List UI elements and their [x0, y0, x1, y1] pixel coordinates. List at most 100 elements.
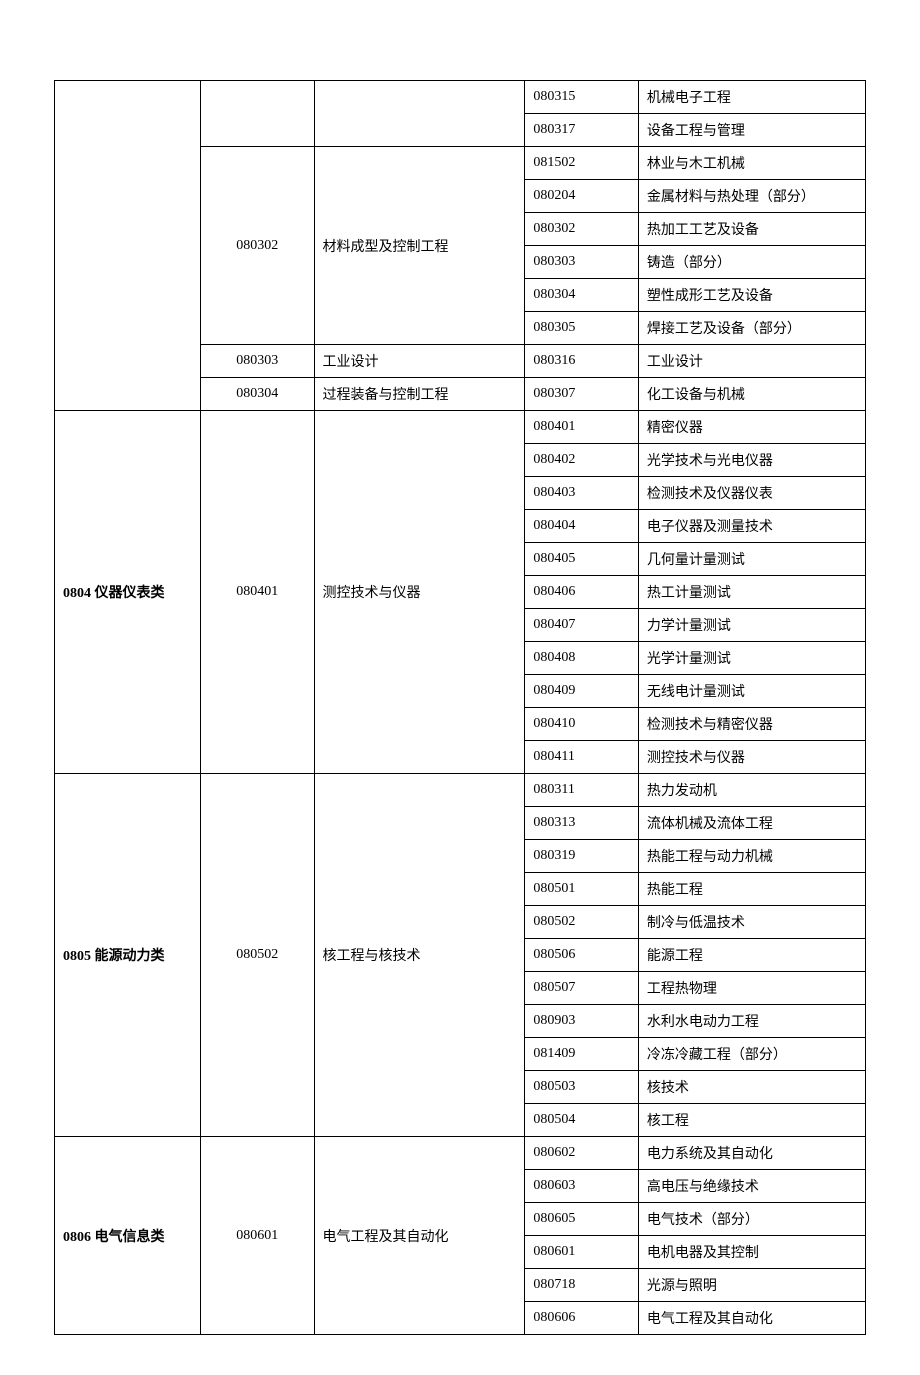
- sub-code-cell: 080311: [525, 774, 639, 807]
- sub-code-cell: 080204: [525, 180, 639, 213]
- sub-code-cell: 080903: [525, 1005, 639, 1038]
- major-code-cell: 080304: [200, 378, 314, 411]
- major-code-cell: 080302: [200, 147, 314, 345]
- sub-name-cell: 热能工程: [638, 873, 865, 906]
- sub-name-cell: 检测技术与精密仪器: [638, 708, 865, 741]
- sub-code-cell: 080602: [525, 1137, 639, 1170]
- sub-code-cell: 080402: [525, 444, 639, 477]
- category-cell: 0804 仪器仪表类: [55, 411, 201, 774]
- category-cell: 0806 电气信息类: [55, 1137, 201, 1335]
- sub-code-cell: 080319: [525, 840, 639, 873]
- sub-code-cell: 080606: [525, 1302, 639, 1335]
- major-name-cell: [314, 81, 525, 147]
- sub-name-cell: 核技术: [638, 1071, 865, 1104]
- sub-code-cell: 080408: [525, 642, 639, 675]
- major-code-cell: 080303: [200, 345, 314, 378]
- sub-name-cell: 设备工程与管理: [638, 114, 865, 147]
- sub-name-cell: 工程热物理: [638, 972, 865, 1005]
- sub-code-cell: 080718: [525, 1269, 639, 1302]
- sub-name-cell: 水利水电动力工程: [638, 1005, 865, 1038]
- sub-name-cell: 力学计量测试: [638, 609, 865, 642]
- sub-code-cell: 080407: [525, 609, 639, 642]
- table-row: 0806 电气信息类080601电气工程及其自动化080602电力系统及其自动化: [55, 1137, 866, 1170]
- sub-name-cell: 电气工程及其自动化: [638, 1302, 865, 1335]
- sub-code-cell: 080307: [525, 378, 639, 411]
- sub-name-cell: 无线电计量测试: [638, 675, 865, 708]
- sub-name-cell: 能源工程: [638, 939, 865, 972]
- sub-name-cell: 测控技术与仪器: [638, 741, 865, 774]
- category-cell: 0805 能源动力类: [55, 774, 201, 1137]
- sub-code-cell: 080304: [525, 279, 639, 312]
- major-name-cell: 工业设计: [314, 345, 525, 378]
- sub-code-cell: 080303: [525, 246, 639, 279]
- sub-name-cell: 制冷与低温技术: [638, 906, 865, 939]
- sub-name-cell: 高电压与绝缘技术: [638, 1170, 865, 1203]
- sub-name-cell: 电机电器及其控制: [638, 1236, 865, 1269]
- sub-name-cell: 电力系统及其自动化: [638, 1137, 865, 1170]
- sub-code-cell: 080315: [525, 81, 639, 114]
- sub-name-cell: 焊接工艺及设备（部分）: [638, 312, 865, 345]
- sub-name-cell: 热力发动机: [638, 774, 865, 807]
- major-name-cell: 材料成型及控制工程: [314, 147, 525, 345]
- table-row: 0804 仪器仪表类080401测控技术与仪器080401精密仪器: [55, 411, 866, 444]
- sub-code-cell: 080401: [525, 411, 639, 444]
- sub-code-cell: 080305: [525, 312, 639, 345]
- sub-name-cell: 林业与木工机械: [638, 147, 865, 180]
- sub-name-cell: 流体机械及流体工程: [638, 807, 865, 840]
- table-body: 080315机械电子工程080317设备工程与管理 080302材料成型及控制工程…: [55, 81, 866, 1335]
- major-code-cell: 080502: [200, 774, 314, 1137]
- major-code-cell: 080601: [200, 1137, 314, 1335]
- sub-code-cell: 080406: [525, 576, 639, 609]
- sub-name-cell: 铸造（部分）: [638, 246, 865, 279]
- major-code-cell: [200, 81, 314, 147]
- sub-code-cell: 080603: [525, 1170, 639, 1203]
- sub-code-cell: 080405: [525, 543, 639, 576]
- sub-name-cell: 金属材料与热处理（部分）: [638, 180, 865, 213]
- sub-code-cell: 080302: [525, 213, 639, 246]
- sub-name-cell: 光学计量测试: [638, 642, 865, 675]
- major-name-cell: 电气工程及其自动化: [314, 1137, 525, 1335]
- sub-name-cell: 核工程: [638, 1104, 865, 1137]
- sub-name-cell: 热能工程与动力机械: [638, 840, 865, 873]
- sub-code-cell: 081409: [525, 1038, 639, 1071]
- sub-code-cell: 080411: [525, 741, 639, 774]
- sub-name-cell: 工业设计: [638, 345, 865, 378]
- sub-code-cell: 081502: [525, 147, 639, 180]
- sub-code-cell: 080506: [525, 939, 639, 972]
- sub-name-cell: 检测技术及仪器仪表: [638, 477, 865, 510]
- sub-name-cell: 光源与照明: [638, 1269, 865, 1302]
- sub-code-cell: 080605: [525, 1203, 639, 1236]
- sub-code-cell: 080504: [525, 1104, 639, 1137]
- sub-name-cell: 冷冻冷藏工程（部分）: [638, 1038, 865, 1071]
- sub-name-cell: 热加工工艺及设备: [638, 213, 865, 246]
- sub-name-cell: 电气技术（部分）: [638, 1203, 865, 1236]
- sub-name-cell: 热工计量测试: [638, 576, 865, 609]
- sub-name-cell: 几何量计量测试: [638, 543, 865, 576]
- sub-name-cell: 化工设备与机械: [638, 378, 865, 411]
- table-row: 080315机械电子工程: [55, 81, 866, 114]
- sub-name-cell: 精密仪器: [638, 411, 865, 444]
- sub-name-cell: 机械电子工程: [638, 81, 865, 114]
- sub-code-cell: 080317: [525, 114, 639, 147]
- sub-code-cell: 080403: [525, 477, 639, 510]
- major-name-cell: 过程装备与控制工程: [314, 378, 525, 411]
- major-code-cell: 080401: [200, 411, 314, 774]
- sub-code-cell: 080503: [525, 1071, 639, 1104]
- major-catalog-table: 080315机械电子工程080317设备工程与管理 080302材料成型及控制工程…: [54, 80, 866, 1335]
- major-name-cell: 测控技术与仪器: [314, 411, 525, 774]
- table-row: 0805 能源动力类080502核工程与核技术080311热力发动机: [55, 774, 866, 807]
- sub-code-cell: 080507: [525, 972, 639, 1005]
- sub-code-cell: 080601: [525, 1236, 639, 1269]
- category-cell: [55, 81, 201, 411]
- sub-code-cell: 080410: [525, 708, 639, 741]
- sub-name-cell: 塑性成形工艺及设备: [638, 279, 865, 312]
- sub-name-cell: 电子仪器及测量技术: [638, 510, 865, 543]
- sub-code-cell: 080313: [525, 807, 639, 840]
- sub-code-cell: 080502: [525, 906, 639, 939]
- sub-code-cell: 080316: [525, 345, 639, 378]
- sub-code-cell: 080404: [525, 510, 639, 543]
- sub-code-cell: 080409: [525, 675, 639, 708]
- sub-name-cell: 光学技术与光电仪器: [638, 444, 865, 477]
- major-name-cell: 核工程与核技术: [314, 774, 525, 1137]
- sub-code-cell: 080501: [525, 873, 639, 906]
